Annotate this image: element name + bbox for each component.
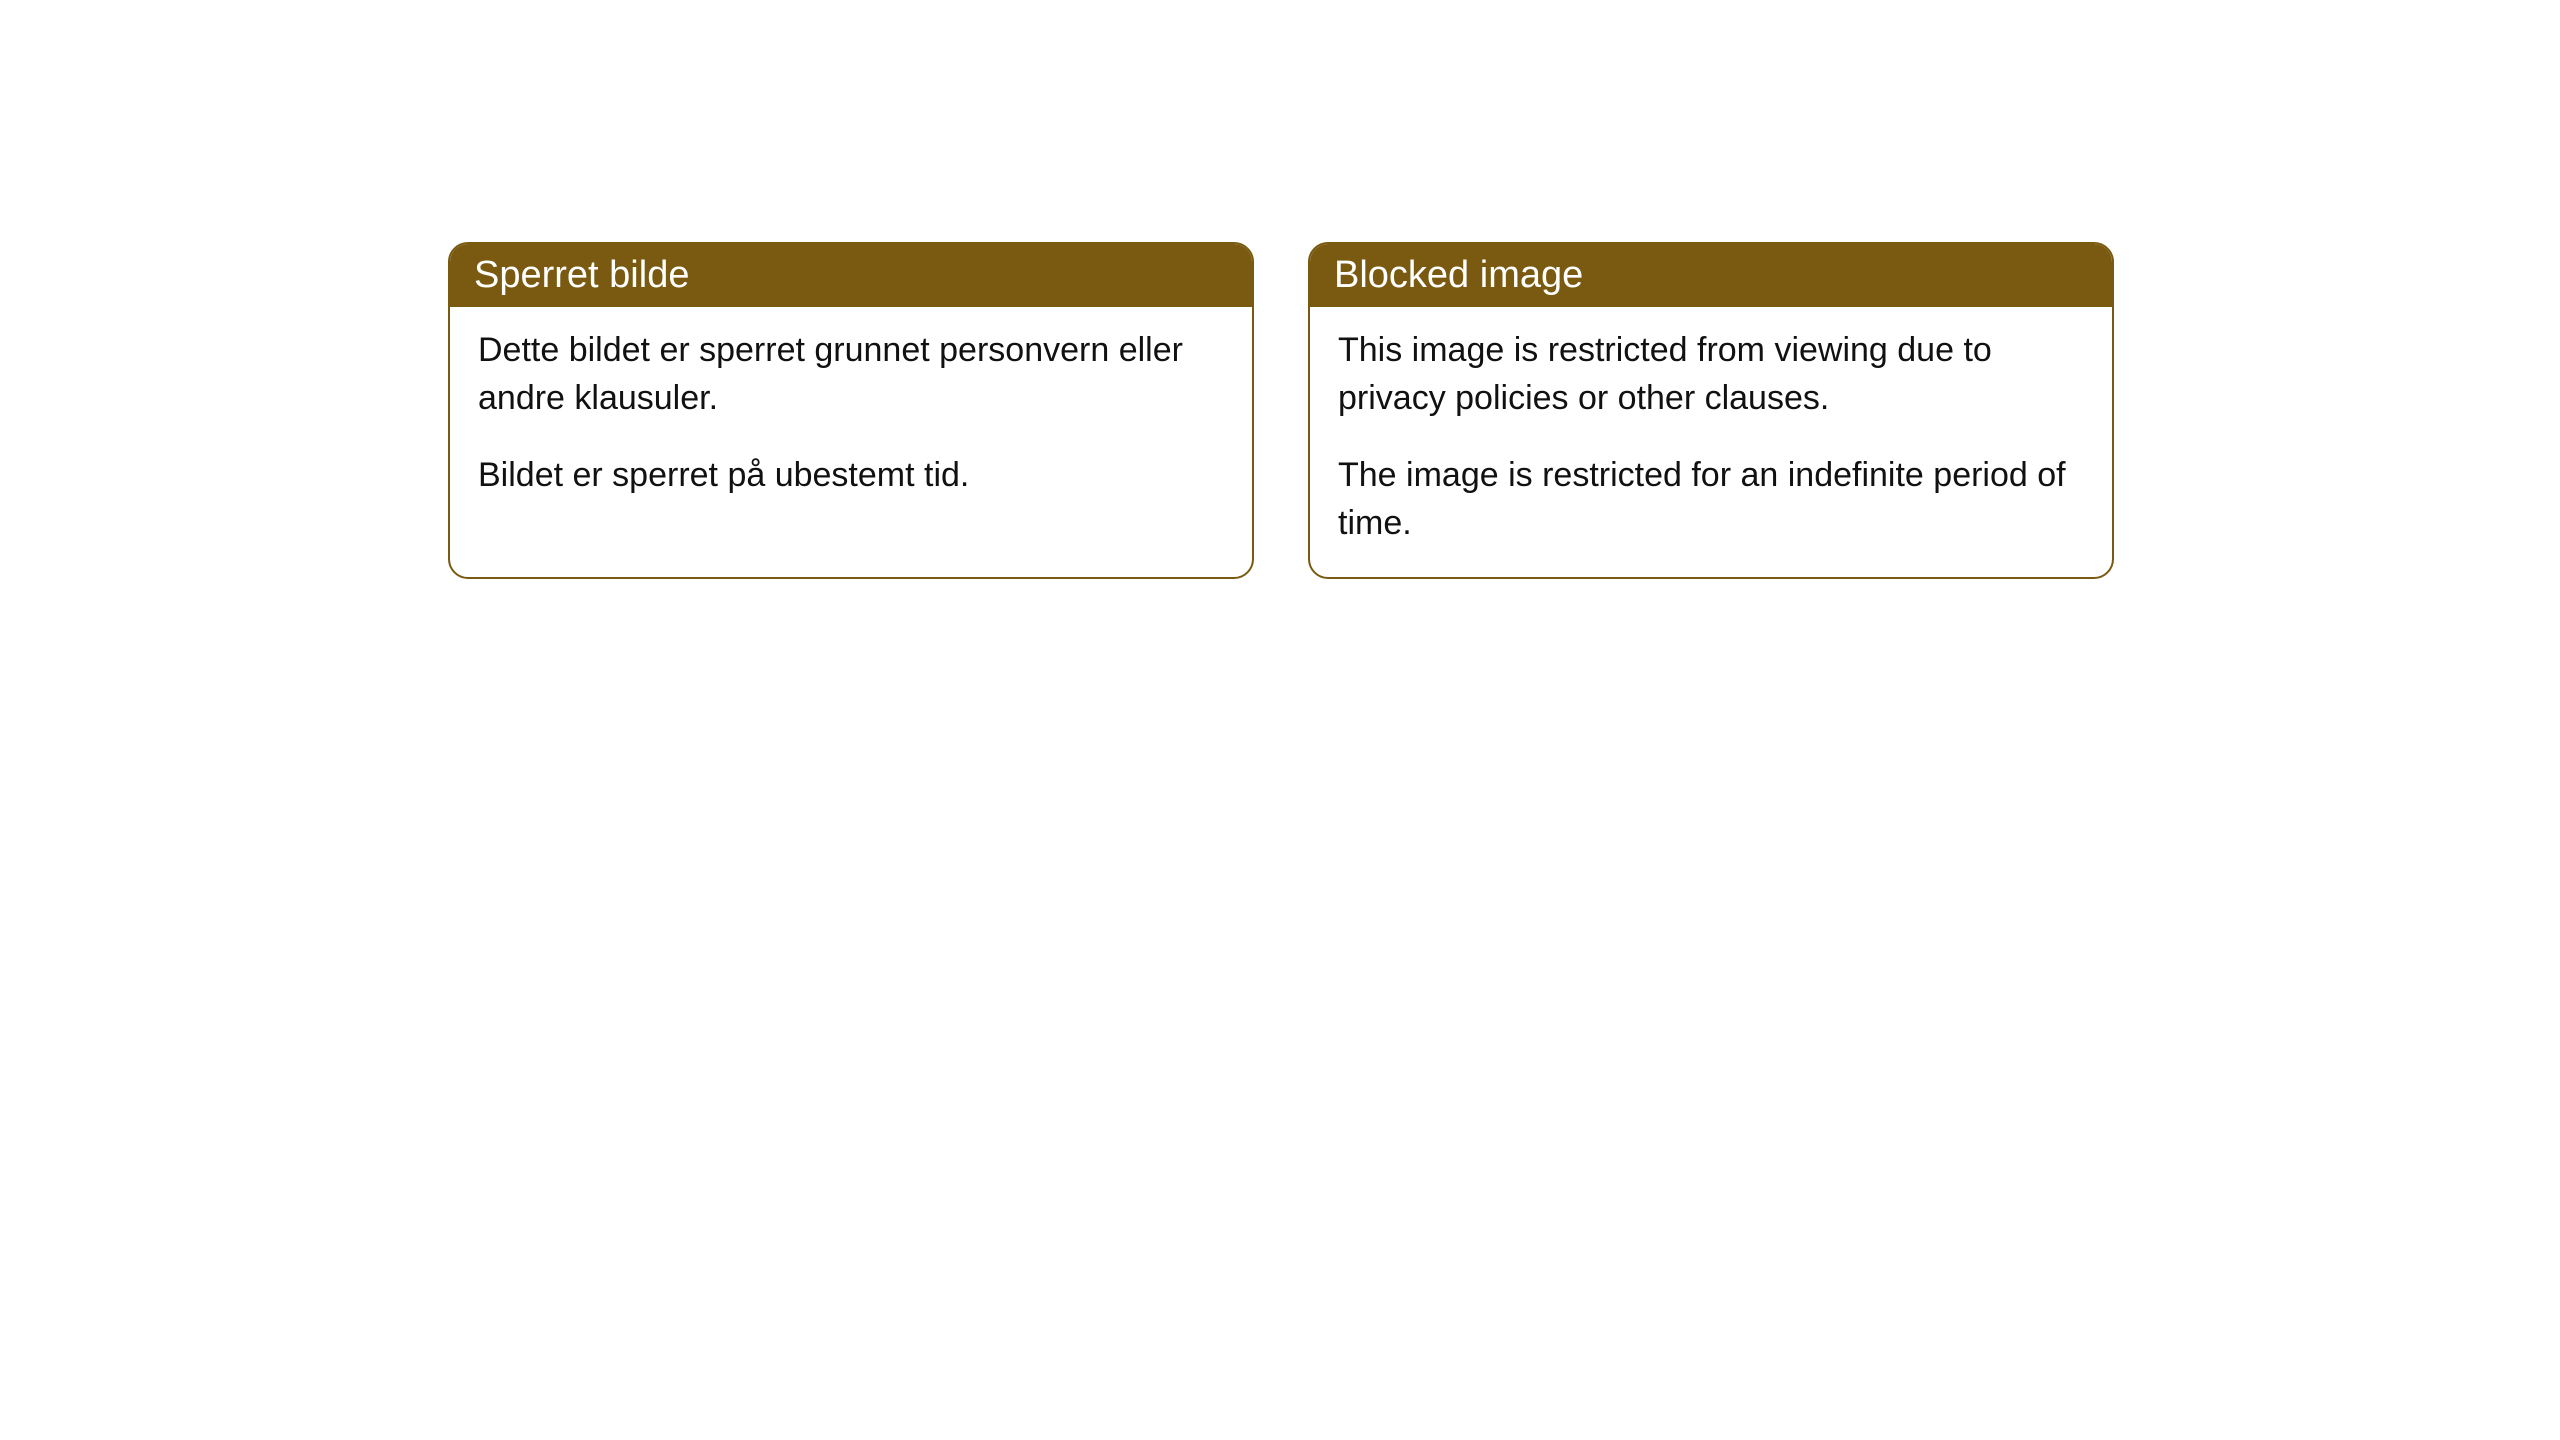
card-body-norwegian: Dette bildet er sperret grunnet personve…	[450, 307, 1252, 530]
notice-cards-container: Sperret bilde Dette bildet er sperret gr…	[0, 0, 2560, 579]
card-body-english: This image is restricted from viewing du…	[1310, 307, 2112, 577]
card-header-norwegian: Sperret bilde	[450, 244, 1252, 307]
notice-paragraph-2: The image is restricted for an indefinit…	[1338, 452, 2084, 547]
blocked-image-card-english: Blocked image This image is restricted f…	[1308, 242, 2114, 579]
notice-paragraph-2: Bildet er sperret på ubestemt tid.	[478, 452, 1224, 500]
notice-paragraph-1: This image is restricted from viewing du…	[1338, 327, 2084, 422]
notice-paragraph-1: Dette bildet er sperret grunnet personve…	[478, 327, 1224, 422]
blocked-image-card-norwegian: Sperret bilde Dette bildet er sperret gr…	[448, 242, 1254, 579]
card-header-english: Blocked image	[1310, 244, 2112, 307]
